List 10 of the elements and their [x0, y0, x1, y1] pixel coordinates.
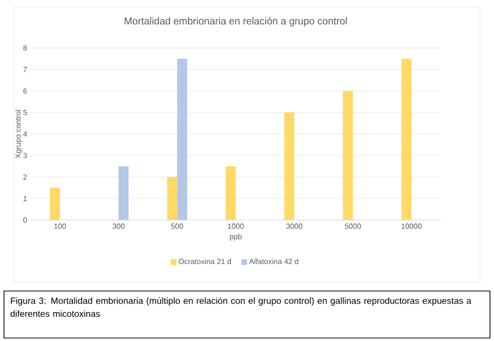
bar — [342, 91, 353, 220]
bar — [50, 188, 60, 220]
chart-title: Mortalidad embrionaria en relación a grupo control — [124, 17, 347, 26]
bar — [177, 58, 188, 220]
bar — [167, 177, 178, 220]
text: Figura 3: Mortalidad embrionaria (múltiplo en relación con el grupo control) en gallinas reproductoras expuestas a diferentes micotoxinas — [10, 297, 472, 317]
bar — [118, 166, 129, 220]
bar — [284, 112, 294, 220]
bar — [226, 166, 236, 220]
bar — [401, 58, 412, 220]
